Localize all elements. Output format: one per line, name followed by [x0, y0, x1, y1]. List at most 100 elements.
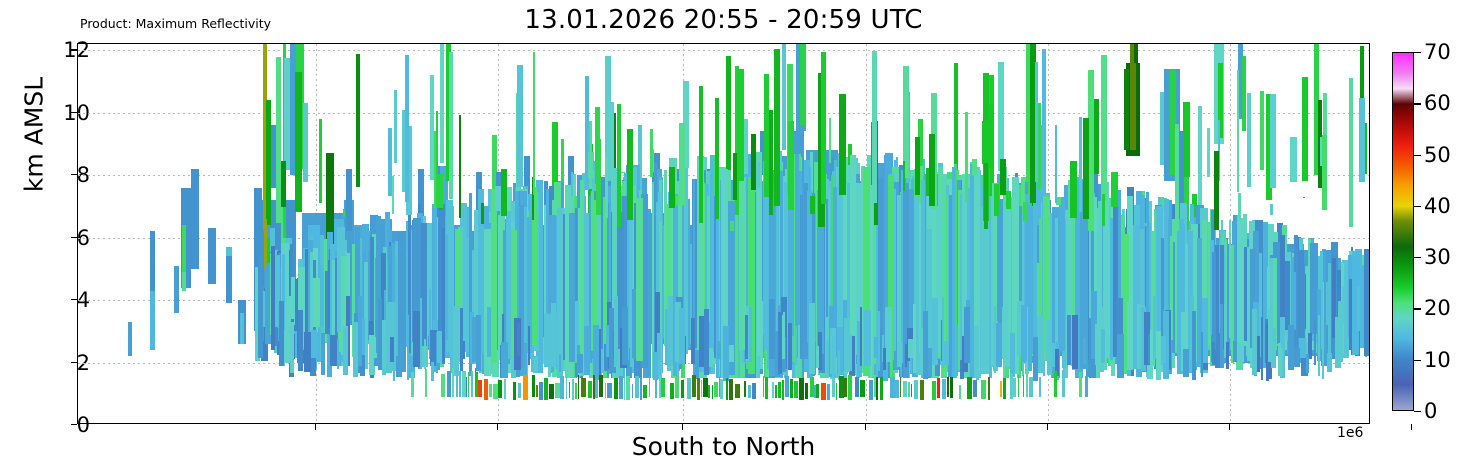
reflectivity-column — [1224, 304, 1227, 359]
reflectivity-column — [1185, 308, 1188, 370]
reflectivity-column — [429, 288, 432, 360]
ground-clutter-stripe — [642, 384, 648, 399]
reflectivity-column — [1236, 70, 1239, 193]
reflectivity-column — [710, 155, 718, 352]
ground-clutter-stripe — [942, 379, 946, 400]
reflectivity-column — [547, 215, 556, 360]
reflectivity-column — [616, 103, 621, 228]
colorbar-tick-label: 10 — [1424, 347, 1451, 372]
reflectivity-column — [627, 129, 633, 220]
y-axis-tick-mark — [71, 236, 77, 238]
reflectivity-column — [1126, 195, 1133, 371]
reflectivity-column — [1140, 228, 1144, 353]
reflectivity-column — [468, 192, 472, 377]
reflectivity-column — [873, 337, 879, 359]
reflectivity-column — [941, 296, 944, 369]
ground-clutter-stripe — [692, 375, 697, 398]
reflectivity-column — [1155, 331, 1162, 380]
ground-clutter-stripe — [483, 379, 488, 400]
reflectivity-column — [1148, 223, 1152, 348]
colorbar-tick-mark — [1414, 52, 1421, 54]
reflectivity-column — [494, 186, 501, 211]
reflectivity-column — [431, 203, 435, 356]
reflectivity-column — [1056, 197, 1061, 205]
reflectivity-column — [1280, 235, 1286, 346]
reflectivity-column — [514, 187, 520, 347]
ground-clutter-stripe — [674, 376, 679, 398]
reflectivity-column — [536, 179, 544, 373]
colorbar-tick-label: 0 — [1424, 399, 1438, 423]
reflectivity-column — [954, 62, 958, 232]
reflectivity-column — [516, 64, 524, 188]
reflectivity-column — [448, 52, 454, 200]
reflectivity-column — [970, 163, 975, 379]
reflectivity-column — [748, 177, 756, 375]
reflectivity-column — [1112, 197, 1118, 358]
reflectivity-column — [776, 180, 782, 377]
reflectivity-column — [473, 210, 480, 364]
reflectivity-column — [809, 195, 816, 214]
reflectivity-column — [810, 192, 816, 377]
reflectivity-column — [352, 322, 358, 377]
reflectivity-column — [258, 254, 264, 358]
ground-clutter-stripe — [587, 381, 593, 398]
x-axis-offset-text: 1e6 — [1337, 425, 1364, 441]
reflectivity-column — [336, 339, 340, 369]
reflectivity-column — [1183, 348, 1189, 378]
reflectivity-column — [1184, 243, 1188, 344]
reflectivity-column — [1253, 230, 1260, 334]
colorbar-tick-label: 30 — [1424, 245, 1451, 270]
reflectivity-column — [319, 119, 322, 203]
reflectivity-column — [1266, 267, 1271, 346]
reflectivity-column — [1236, 217, 1244, 342]
ground-clutter-stripe — [844, 378, 847, 398]
reflectivity-column — [383, 259, 391, 342]
ground-clutter-stripe — [578, 374, 580, 399]
reflectivity-column — [283, 57, 290, 170]
reflectivity-column — [1168, 218, 1171, 348]
reflectivity-column — [802, 342, 809, 359]
ground-clutter-stripe — [543, 378, 548, 401]
reflectivity-column — [966, 187, 973, 347]
reflectivity-column — [733, 152, 738, 201]
reflectivity-column — [1101, 328, 1105, 363]
ground-clutter-stripe — [478, 379, 482, 397]
reflectivity-column — [1228, 219, 1231, 339]
reflectivity-column — [945, 195, 949, 354]
reflectivity-column — [1201, 220, 1207, 338]
reflectivity-column — [1287, 325, 1295, 371]
y-axis-tick-mark — [71, 111, 77, 113]
reflectivity-column — [500, 168, 508, 216]
ground-clutter-stripe — [869, 380, 873, 400]
reflectivity-column — [1068, 196, 1071, 362]
product-label: Product: Maximum Reflectivity — [80, 16, 272, 31]
reflectivity-column — [1256, 335, 1261, 372]
ground-clutter-stripe — [700, 379, 702, 397]
ground-clutter-stripe — [821, 382, 826, 401]
reflectivity-column — [1140, 307, 1147, 371]
reflectivity-column — [622, 196, 628, 366]
reflectivity-column — [1111, 172, 1118, 207]
reflectivity-column — [576, 354, 584, 374]
reflectivity-column — [329, 335, 337, 367]
reflectivity-column — [583, 212, 590, 344]
ground-clutter-stripe — [854, 377, 859, 397]
ground-clutter-stripe — [467, 371, 469, 397]
ground-clutter-stripe — [899, 376, 902, 397]
ground-clutter-stripe — [555, 383, 561, 399]
reflectivity-column — [1211, 252, 1216, 350]
ground-clutter-stripe — [1079, 371, 1082, 397]
reflectivity-column — [309, 251, 313, 346]
reflectivity-column — [828, 118, 832, 164]
ground-clutter-stripe — [531, 374, 535, 398]
reflectivity-column — [908, 338, 916, 359]
reflectivity-column — [453, 305, 460, 376]
ground-clutter-stripe — [451, 368, 455, 397]
ground-clutter-stripe — [410, 372, 414, 397]
reflectivity-column — [1211, 341, 1216, 366]
reflectivity-column — [1083, 117, 1089, 220]
reflectivity-column — [717, 186, 722, 357]
reflectivity-column — [426, 243, 429, 347]
reflectivity-column — [1224, 238, 1228, 334]
reflectivity-column — [1110, 217, 1113, 361]
